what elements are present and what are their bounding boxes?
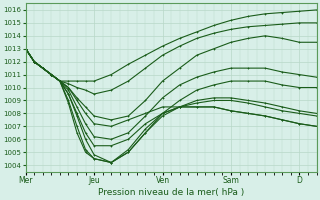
- X-axis label: Pression niveau de la mer( hPa ): Pression niveau de la mer( hPa ): [98, 188, 244, 197]
